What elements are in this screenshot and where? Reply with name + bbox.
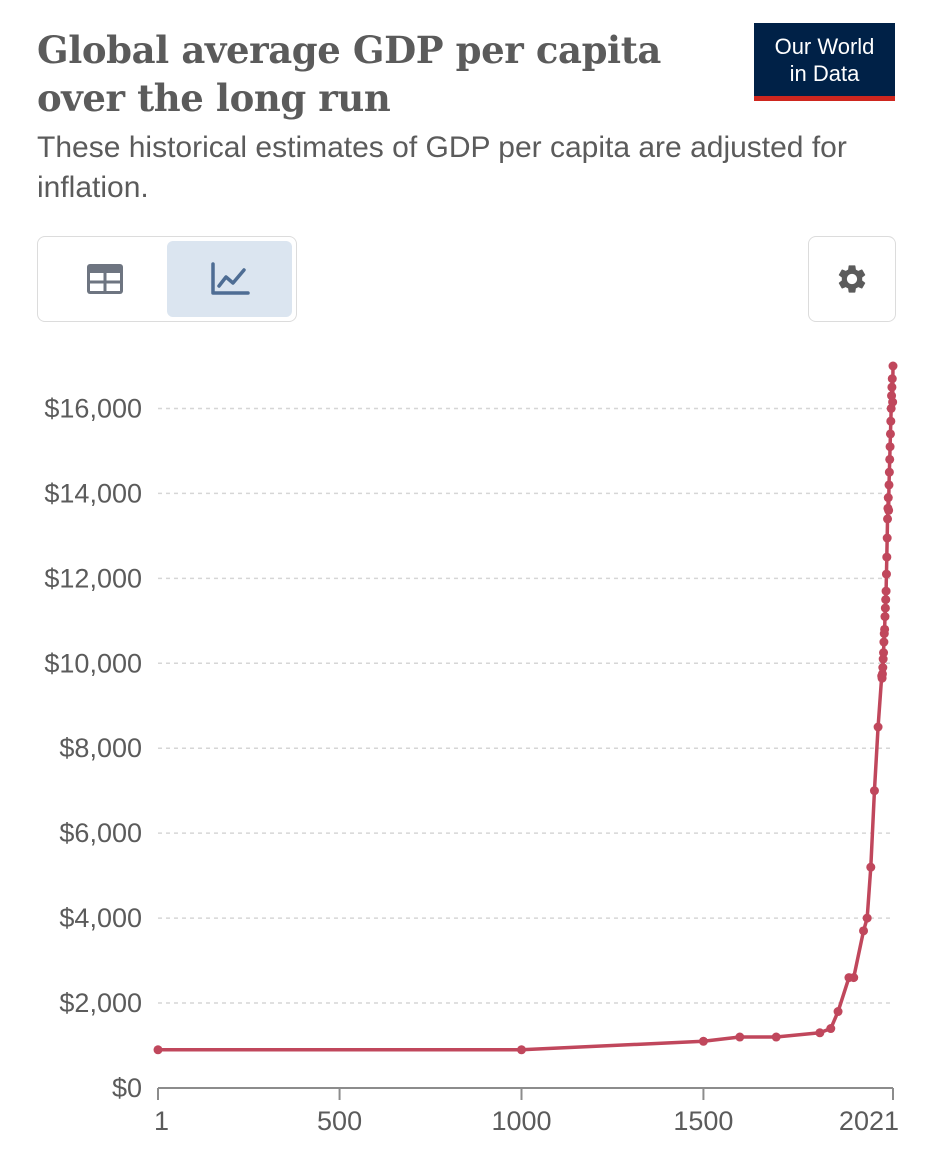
data-point[interactable] (881, 586, 891, 596)
data-point[interactable] (153, 1045, 163, 1055)
data-point[interactable] (887, 382, 897, 392)
data-point[interactable] (881, 595, 891, 605)
data-point[interactable] (887, 374, 897, 384)
table-icon (86, 264, 123, 294)
settings-button[interactable] (808, 236, 896, 322)
y-tick-label: $14,000 (44, 478, 142, 508)
y-tick-label: $4,000 (59, 903, 142, 933)
data-point[interactable] (885, 454, 895, 464)
data-point[interactable] (884, 480, 894, 490)
data-point[interactable] (888, 397, 898, 407)
table-view-button[interactable] (42, 241, 167, 317)
y-tick-label: $16,000 (44, 393, 142, 423)
data-point[interactable] (884, 505, 894, 515)
data-point[interactable] (885, 442, 895, 452)
x-tick-label: 1 (154, 1106, 169, 1136)
data-point[interactable] (859, 926, 869, 936)
x-tick-label: 1500 (673, 1106, 733, 1136)
data-point[interactable] (882, 533, 892, 543)
logo-underline (754, 96, 895, 101)
y-axis-ticks: $0 $2,000 $4,000 $6,000 $8,000 $10,000 $12,000… (44, 393, 142, 1103)
data-point[interactable] (735, 1032, 745, 1042)
y-tick-label: $10,000 (44, 648, 142, 678)
data-point[interactable] (516, 1045, 526, 1055)
x-tick-label: 1000 (491, 1106, 551, 1136)
data-point[interactable] (698, 1036, 708, 1046)
logo-line-1: Our World (774, 34, 875, 59)
data-point[interactable] (833, 1007, 843, 1017)
chart-title: Global average GDP per capita over the l… (37, 28, 661, 120)
data-point[interactable] (879, 648, 889, 658)
data-point[interactable] (878, 654, 888, 664)
data-point[interactable] (866, 862, 876, 872)
x-tick-label: 2021 (839, 1106, 899, 1136)
data-point[interactable] (880, 624, 890, 634)
data-point[interactable] (815, 1028, 825, 1038)
y-tick-label: $0 (112, 1073, 142, 1103)
data-point[interactable] (886, 416, 896, 426)
owid-logo[interactable]: Our World in Data (754, 23, 895, 101)
data-point[interactable] (873, 722, 883, 732)
x-tick-label: 500 (317, 1106, 362, 1136)
y-tick-label: $8,000 (59, 733, 142, 763)
grid-lines (158, 407, 893, 1004)
data-point[interactable] (878, 663, 888, 673)
data-point[interactable] (884, 467, 894, 477)
data-point[interactable] (883, 514, 893, 524)
data-point[interactable] (882, 552, 892, 562)
gear-icon (838, 265, 866, 293)
series-line (158, 365, 895, 1052)
y-tick-label: $2,000 (59, 988, 142, 1018)
data-point[interactable] (771, 1032, 781, 1042)
chart-subtitle: These historical estimates of GDP per ca… (37, 131, 847, 204)
data-point[interactable] (880, 603, 890, 613)
line-chart-icon (210, 262, 250, 295)
data-point[interactable] (849, 973, 859, 983)
view-toggle (37, 236, 297, 322)
data-point[interactable] (883, 493, 893, 503)
x-axis: 1 500 1000 1500 2021 (154, 1087, 899, 1136)
data-point[interactable] (862, 913, 872, 923)
data-point[interactable] (826, 1024, 836, 1034)
y-tick-label: $12,000 (44, 563, 142, 593)
data-point[interactable] (881, 569, 891, 579)
data-point[interactable] (885, 429, 895, 439)
data-point[interactable] (869, 786, 879, 796)
data-point[interactable] (880, 612, 890, 622)
logo-line-2: in Data (789, 61, 860, 86)
data-series (153, 361, 898, 1055)
data-point[interactable] (877, 669, 887, 679)
data-point[interactable] (879, 637, 889, 647)
y-tick-label: $6,000 (59, 818, 142, 848)
line-chart: $0 $2,000 $4,000 $6,000 $8,000 $10,000 $12,000… (44, 361, 899, 1136)
data-point[interactable] (888, 361, 898, 371)
chart-view-button[interactable] (167, 241, 292, 317)
